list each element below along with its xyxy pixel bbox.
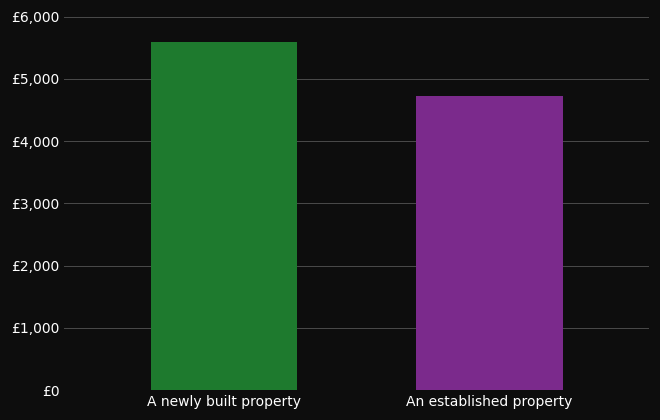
Bar [150, 42, 297, 390]
Bar [416, 96, 562, 390]
